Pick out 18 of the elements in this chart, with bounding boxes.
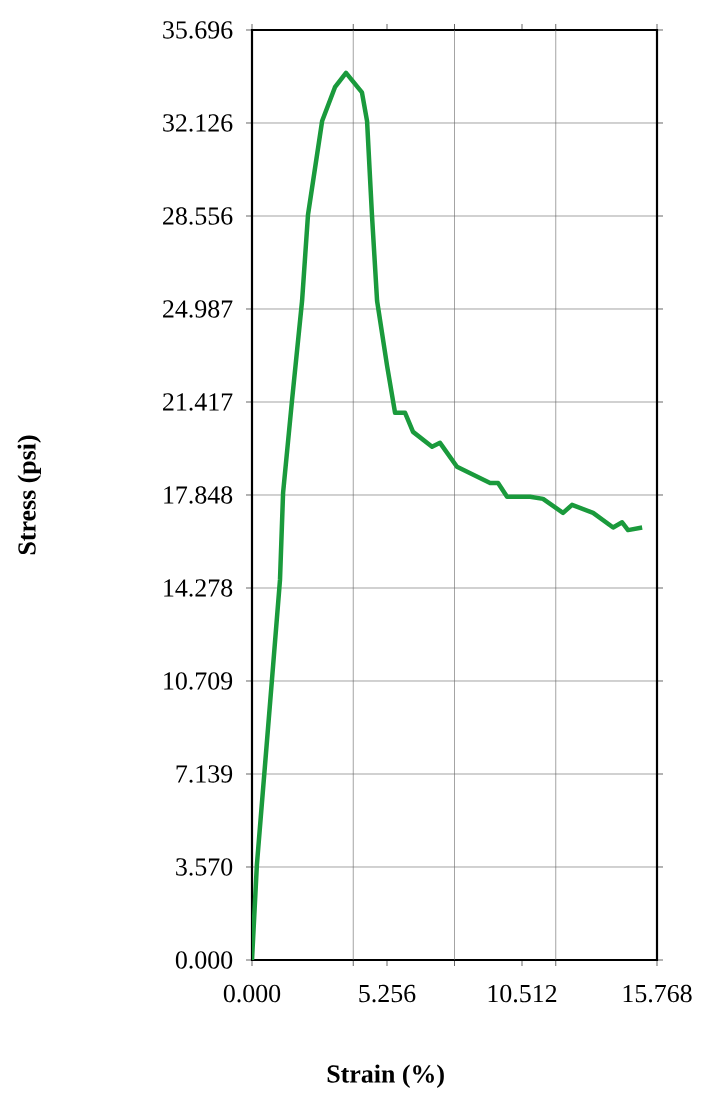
y-tick-label: 28.556 bbox=[163, 207, 233, 225]
y-tick-label: 17.848 bbox=[164, 486, 233, 504]
y-tick-label: 10.709 bbox=[164, 672, 233, 690]
y-axis-title: Stress (psi) bbox=[17, 435, 41, 555]
x-tick-label: 0.000 bbox=[223, 984, 281, 1003]
y-tick-label: 32.126 bbox=[163, 114, 233, 132]
y-tick-label: 24.987 bbox=[163, 300, 233, 318]
x-axis-title: Strain (%) bbox=[327, 1064, 444, 1088]
y-tick-label: 3.570 bbox=[176, 858, 233, 876]
y-tick-label: 21.417 bbox=[163, 393, 233, 411]
x-tick-label: 15.768 bbox=[623, 984, 692, 1003]
y-tick-label: 7.139 bbox=[176, 765, 233, 783]
y-tick-label: 35.696 bbox=[163, 21, 233, 39]
x-tick-label: 5.256 bbox=[359, 984, 416, 1003]
x-tick-label: 10.512 bbox=[488, 984, 557, 1003]
line-series bbox=[252, 70, 645, 960]
y-tick-label: 14.278 bbox=[164, 579, 233, 597]
y-tick-label: 0.000 bbox=[175, 951, 233, 969]
